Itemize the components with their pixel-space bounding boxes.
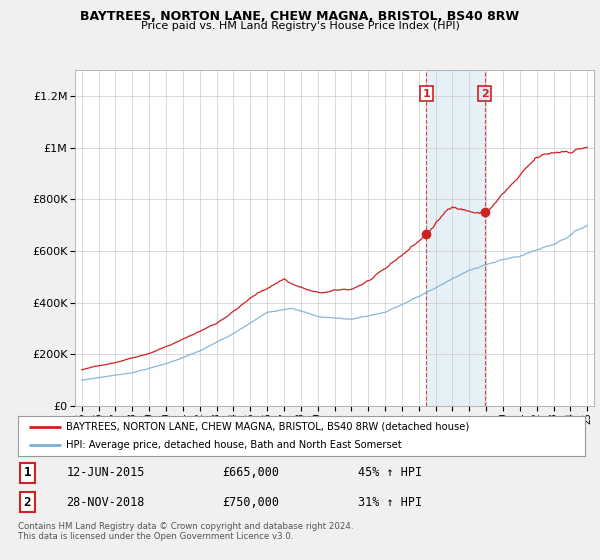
Bar	[426, 70, 485, 406]
Text: 31% ↑ HPI: 31% ↑ HPI	[358, 496, 422, 508]
Text: 12-JUN-2015: 12-JUN-2015	[66, 466, 145, 479]
Text: 2: 2	[481, 88, 488, 99]
Text: 45% ↑ HPI: 45% ↑ HPI	[358, 466, 422, 479]
Text: Price paid vs. HM Land Registry's House Price Index (HPI): Price paid vs. HM Land Registry's House …	[140, 21, 460, 31]
Text: Contains HM Land Registry data © Crown copyright and database right 2024.
This d: Contains HM Land Registry data © Crown c…	[18, 522, 353, 542]
Text: 1: 1	[23, 466, 31, 479]
Text: BAYTREES, NORTON LANE, CHEW MAGNA, BRISTOL, BS40 8RW (detached house): BAYTREES, NORTON LANE, CHEW MAGNA, BRIST…	[66, 422, 469, 432]
Text: 2: 2	[23, 496, 31, 508]
Text: HPI: Average price, detached house, Bath and North East Somerset: HPI: Average price, detached house, Bath…	[66, 440, 402, 450]
Text: 28-NOV-2018: 28-NOV-2018	[66, 496, 145, 508]
Text: BAYTREES, NORTON LANE, CHEW MAGNA, BRISTOL, BS40 8RW: BAYTREES, NORTON LANE, CHEW MAGNA, BRIST…	[80, 10, 520, 23]
Text: 1: 1	[422, 88, 430, 99]
Text: £750,000: £750,000	[222, 496, 279, 508]
Text: £665,000: £665,000	[222, 466, 279, 479]
